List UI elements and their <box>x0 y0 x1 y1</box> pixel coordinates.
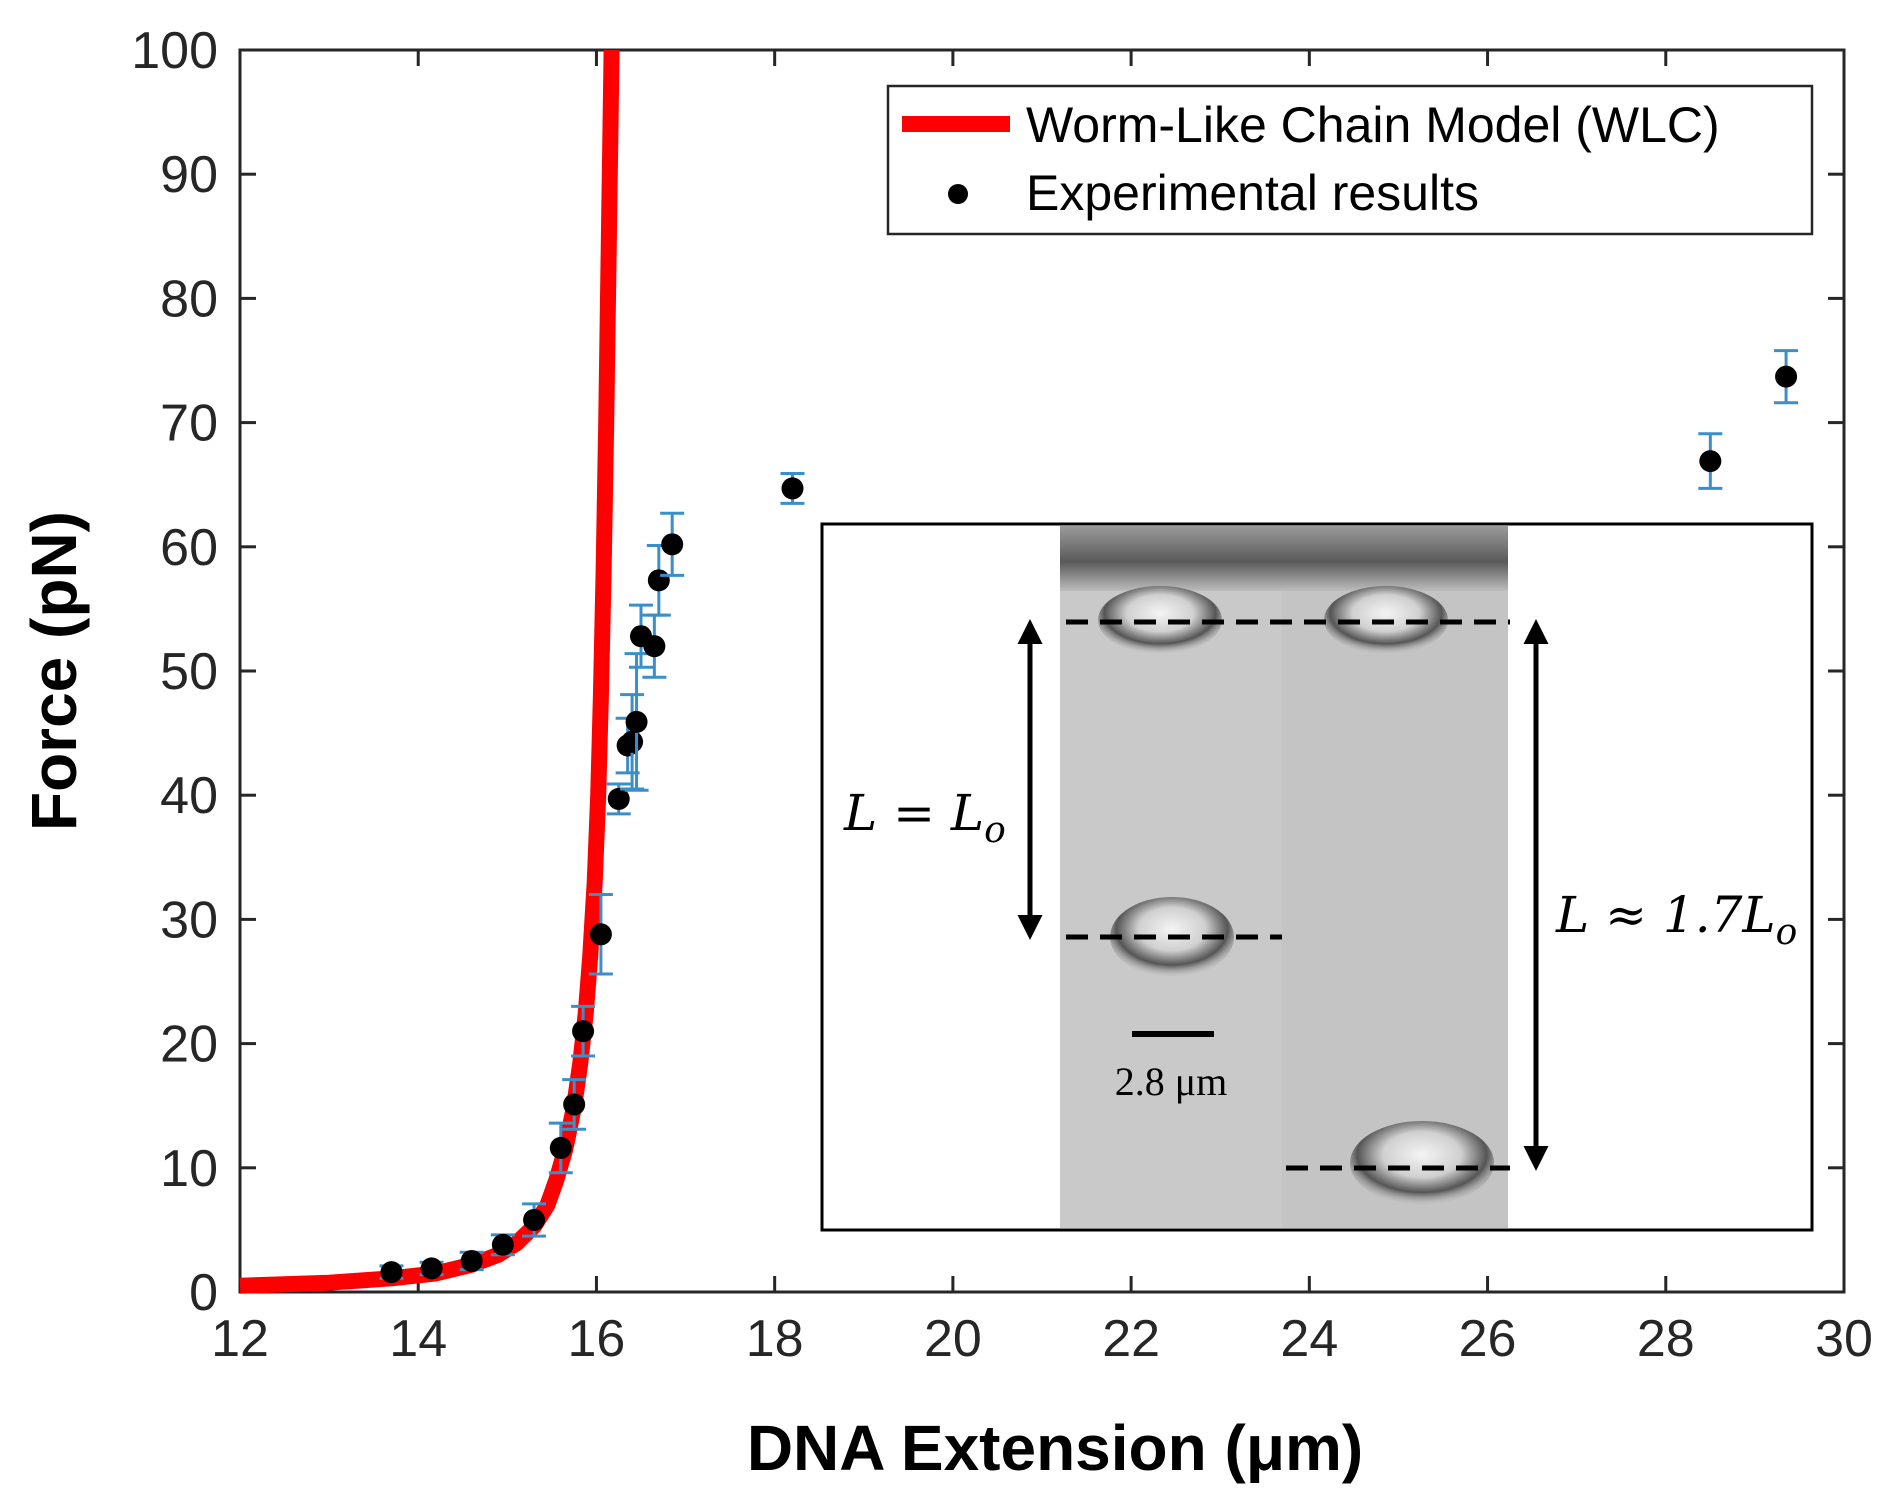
data-point <box>490 1233 515 1257</box>
legend-label-experimental: Experimental results <box>1026 165 1479 221</box>
data-point <box>624 652 649 792</box>
y-tick-label: 10 <box>160 1140 218 1198</box>
y-tick-label: 90 <box>160 146 218 204</box>
experimental-marker <box>607 787 630 810</box>
experimental-marker <box>661 533 684 556</box>
experimental-marker <box>420 1257 443 1280</box>
micrograph-right <box>1282 526 1508 1228</box>
x-tick-label: 14 <box>389 1310 447 1368</box>
x-tick-label: 28 <box>1637 1310 1695 1368</box>
y-tick-label: 30 <box>160 891 218 949</box>
data-point <box>588 893 613 976</box>
data-point <box>522 1202 547 1238</box>
legend: Worm-Like Chain Model (WLC) Experimental… <box>886 84 1814 236</box>
data-point <box>459 1249 484 1272</box>
y-tick-label: 50 <box>160 643 218 701</box>
experimental-marker <box>1699 450 1722 473</box>
x-tick-label: 12 <box>211 1310 269 1368</box>
x-axis: 12 14 16 18 20 22 24 26 28 30 <box>211 50 1873 1368</box>
y-tick-label: 40 <box>160 767 218 825</box>
y-tick-label: 0 <box>189 1264 218 1322</box>
y-tick-label: 20 <box>160 1016 218 1074</box>
experimental-points <box>379 349 1799 1284</box>
wlc-model-line <box>239 49 620 1294</box>
inset-figure: L = Lo L ≈ 1.7Lo 2.8 μm <box>820 522 1814 1232</box>
y-tick-label: 80 <box>160 270 218 328</box>
experimental-marker <box>589 923 612 946</box>
experimental-marker <box>460 1249 483 1272</box>
x-tick-label: 22 <box>1102 1310 1160 1368</box>
data-point <box>1698 432 1723 490</box>
x-tick-label: 24 <box>1280 1310 1338 1368</box>
x-tick-label: 20 <box>924 1310 982 1368</box>
x-tick-label: 18 <box>746 1310 804 1368</box>
experimental-marker <box>647 569 670 592</box>
experimental-marker <box>1775 365 1798 388</box>
x-axis-title: DNA Extension (μm) <box>747 1412 1363 1484</box>
y-tick-label: 60 <box>160 519 218 577</box>
experimental-marker <box>621 730 644 753</box>
experimental-marker <box>549 1136 572 1159</box>
data-point <box>379 1261 404 1284</box>
legend-swatch-experimental <box>948 184 968 204</box>
legend-label-wlc: Worm-Like Chain Model (WLC) <box>1026 97 1720 153</box>
inset-label-left: L = Lo <box>843 784 1006 851</box>
data-point <box>660 511 685 577</box>
x-tick-label: 16 <box>568 1310 626 1368</box>
y-axis-title: Force (pN) <box>18 511 90 831</box>
y-tick-label: 70 <box>160 395 218 453</box>
scale-bar-label: 2.8 μm <box>1115 1059 1228 1104</box>
experimental-marker <box>491 1233 514 1256</box>
experimental-marker <box>781 477 804 500</box>
data-point <box>780 472 805 505</box>
data-point <box>548 1121 573 1175</box>
experimental-marker <box>625 710 648 733</box>
y-tick-label: 100 <box>131 22 218 80</box>
experimental-marker <box>380 1261 403 1284</box>
micrograph-left <box>1060 526 1282 1228</box>
legend-box <box>886 84 1814 236</box>
inset-label-right: L ≈ 1.7Lo <box>1555 886 1797 953</box>
experimental-marker <box>572 1020 595 1043</box>
y-axis: 0 10 20 30 40 50 60 70 80 90 100 <box>131 22 1844 1322</box>
data-point <box>1774 349 1799 405</box>
experimental-marker <box>523 1208 546 1231</box>
data-point <box>419 1257 444 1280</box>
x-tick-label: 30 <box>1815 1310 1873 1368</box>
data-point <box>562 1078 587 1131</box>
experimental-marker <box>563 1093 586 1116</box>
data-point <box>606 782 631 816</box>
x-tick-label: 26 <box>1459 1310 1517 1368</box>
data-point <box>571 1004 596 1058</box>
experimental-marker <box>643 635 666 658</box>
